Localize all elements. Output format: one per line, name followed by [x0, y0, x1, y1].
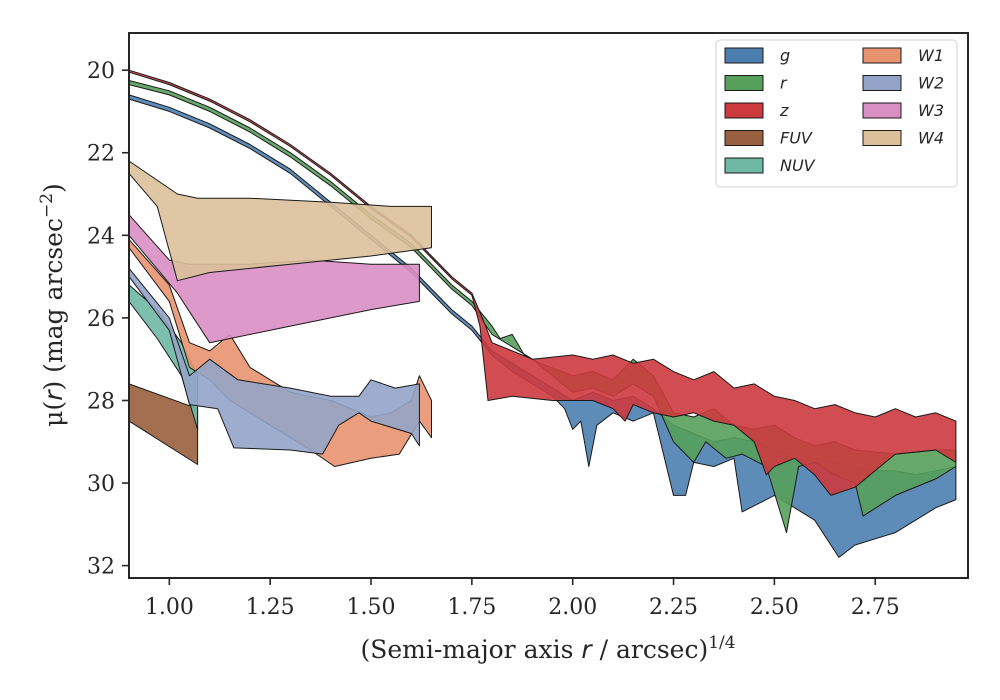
legend-label-fuv: FUV: [780, 129, 813, 148]
plot-frame: [128, 32, 969, 579]
legend-swatch-z: [724, 102, 764, 119]
legend-label-w1: W1: [918, 46, 944, 65]
x-tick-label: 1.50: [347, 595, 396, 620]
legend-swatch-g: [724, 47, 764, 64]
y-axis-title: μ(r) (mag arcsec−2): [37, 183, 68, 427]
band-w2: [128, 267, 420, 455]
legend-label-r: r: [780, 74, 788, 93]
x-tick-label: 2.75: [851, 595, 900, 620]
legend-swatch-r: [724, 75, 764, 91]
y-tick-label: 22: [87, 142, 115, 167]
x-axis-ticks: 1.00 1.25 1.50 1.75 2.00 2.25 2.50 2.75: [145, 578, 900, 620]
legend-swatch-w3: [862, 102, 902, 119]
legend-swatch-w4: [862, 130, 902, 146]
y-tick-label: 32: [87, 555, 115, 580]
legend-swatch-w2: [862, 75, 902, 91]
surface-brightness-bands: [128, 69, 957, 558]
x-tick-label: 1.00: [145, 595, 194, 620]
y-tick-label: 26: [87, 307, 115, 332]
x-tick-label: 2.00: [548, 595, 597, 620]
legend: grz FUV NUV W1 W2 W3 W4: [715, 39, 958, 188]
y-axis-ticks: 20 22 24 26 28 30 32: [87, 59, 129, 580]
legend-label-z: z: [779, 101, 789, 120]
x-axis-title: (Semi-major axis r / arcsec)1/4: [360, 633, 735, 664]
x-tick-label: 2.25: [649, 595, 698, 620]
y-tick-label: 28: [87, 389, 115, 414]
y-tick-label: 24: [87, 224, 115, 249]
legend-label-w4: W4: [918, 129, 944, 148]
y-tick-label: 30: [87, 472, 115, 497]
legend-label-w3: W3: [918, 101, 944, 120]
x-tick-label: 1.25: [246, 595, 295, 620]
legend-label-g: g: [780, 46, 790, 65]
legend-swatch-w1: [862, 47, 902, 64]
x-tick-label: 1.75: [447, 595, 496, 620]
legend-swatch-nuv: [724, 157, 764, 174]
legend-swatch-fuv: [724, 130, 764, 146]
x-tick-label: 2.50: [750, 595, 799, 620]
legend-label-w2: W2: [918, 74, 944, 93]
band-z: [128, 69, 957, 496]
band-w4: [128, 160, 432, 282]
legend-label-nuv: NUV: [780, 156, 816, 175]
y-tick-label: 20: [87, 59, 115, 84]
